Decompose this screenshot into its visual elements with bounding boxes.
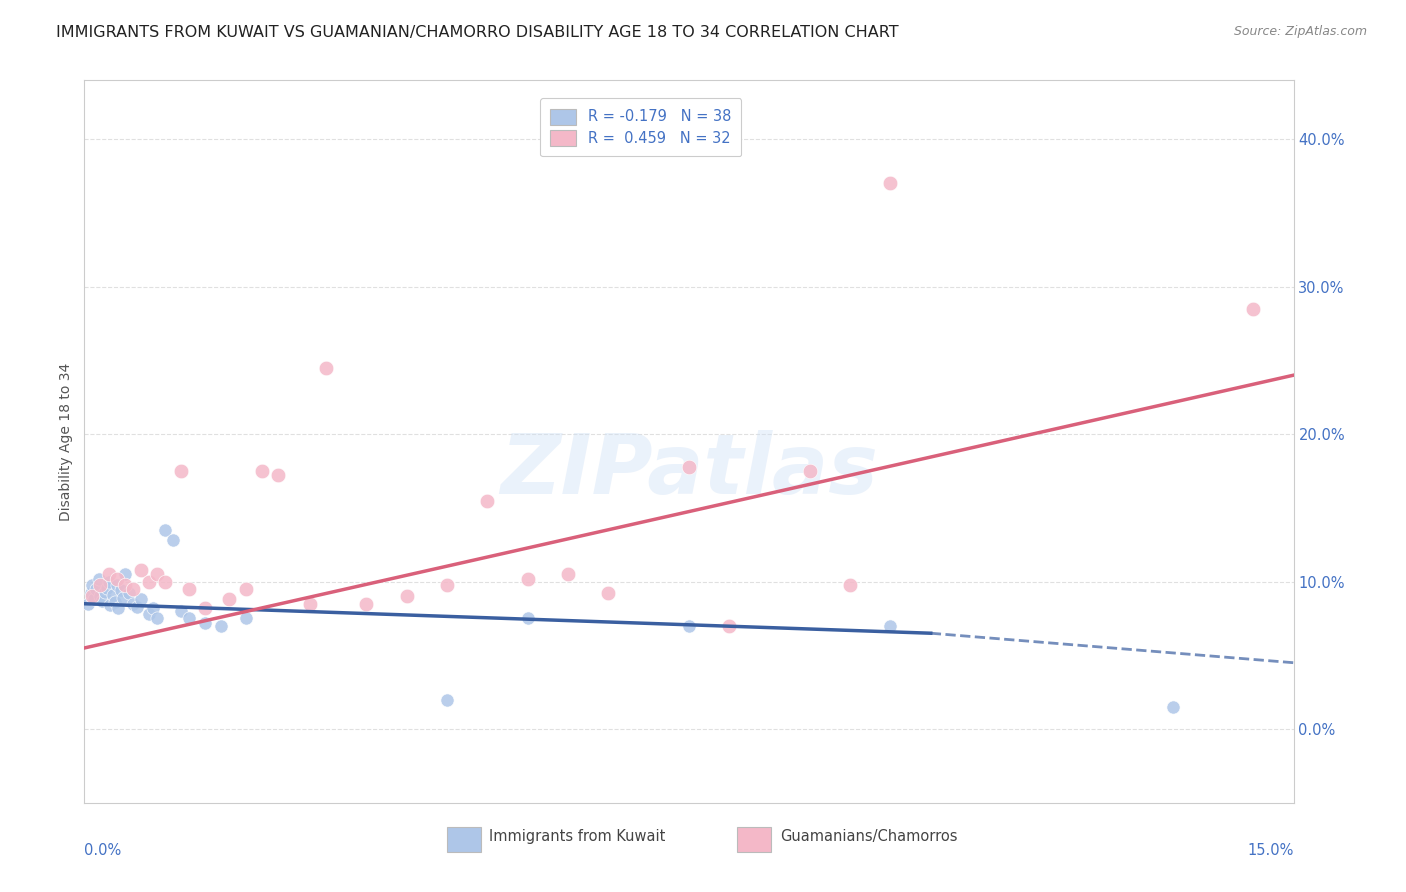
Point [839,577,862,591]
Point [82,577,104,591]
Point [209,619,232,633]
Text: Guamanians/Chamorros: Guamanians/Chamorros [779,830,957,844]
Point [118,586,141,600]
Text: 15.0%: 15.0% [1247,843,1294,857]
Point [114,577,136,591]
Text: IMMIGRANTS FROM KUWAIT VS GUAMANIAN/CHAMORRO DISABILITY AGE 18 TO 34 CORRELATION: IMMIGRANTS FROM KUWAIT VS GUAMANIAN/CHAM… [56,25,898,40]
Point [162,533,184,548]
Point [83,592,105,607]
Point [80,586,103,600]
Point [218,592,240,607]
Point [267,468,290,483]
Point [101,588,124,602]
Point [153,574,176,589]
Point [89,577,111,591]
Point [96,581,118,595]
Point [97,574,120,589]
Point [104,595,127,609]
Text: ZIPatlas: ZIPatlas [501,430,877,511]
Point [97,567,120,582]
Point [170,464,193,478]
Point [598,586,620,600]
Point [129,563,152,577]
Point [179,611,201,625]
Point [235,611,257,625]
Point [516,611,538,625]
Point [395,590,418,604]
Point [799,464,821,478]
Text: 0.0%: 0.0% [84,843,121,857]
Point [436,692,458,706]
Point [105,577,128,591]
Point [93,585,115,599]
Point [146,611,169,625]
Point [678,459,700,474]
Legend: R = -0.179   N = 38, R =  0.459   N = 32: R = -0.179 N = 38, R = 0.459 N = 32 [540,98,741,156]
Point [356,597,378,611]
Point [718,619,741,633]
Text: Immigrants from Kuwait: Immigrants from Kuwait [489,830,666,844]
Point [138,574,160,589]
Point [105,572,128,586]
Point [250,464,273,478]
Point [678,619,700,633]
Point [146,567,169,582]
Point [121,582,143,596]
Point [477,493,499,508]
Point [91,594,114,608]
Point [170,604,193,618]
Point [1161,700,1184,714]
Point [138,607,160,621]
Point [235,582,257,596]
Point [86,582,108,596]
Point [179,582,201,596]
Point [436,577,458,591]
Text: Source: ZipAtlas.com: Source: ZipAtlas.com [1233,25,1367,38]
Y-axis label: Disability Age 18 to 34: Disability Age 18 to 34 [59,362,73,521]
Point [107,601,129,615]
Point [77,597,100,611]
Point [557,567,579,582]
Point [98,598,121,612]
Point [1241,301,1264,316]
Point [879,177,901,191]
Point [125,599,148,614]
Point [142,601,165,615]
Point [194,615,217,630]
Point [299,597,322,611]
Point [129,592,152,607]
Point [112,591,135,605]
Point [153,523,176,537]
Point [516,572,538,586]
Point [89,590,111,604]
Point [110,583,132,598]
Point [121,597,143,611]
Point [82,590,104,604]
Point [194,601,217,615]
Point [879,619,901,633]
Point [114,567,136,582]
Point [315,360,337,375]
Point [87,572,110,586]
